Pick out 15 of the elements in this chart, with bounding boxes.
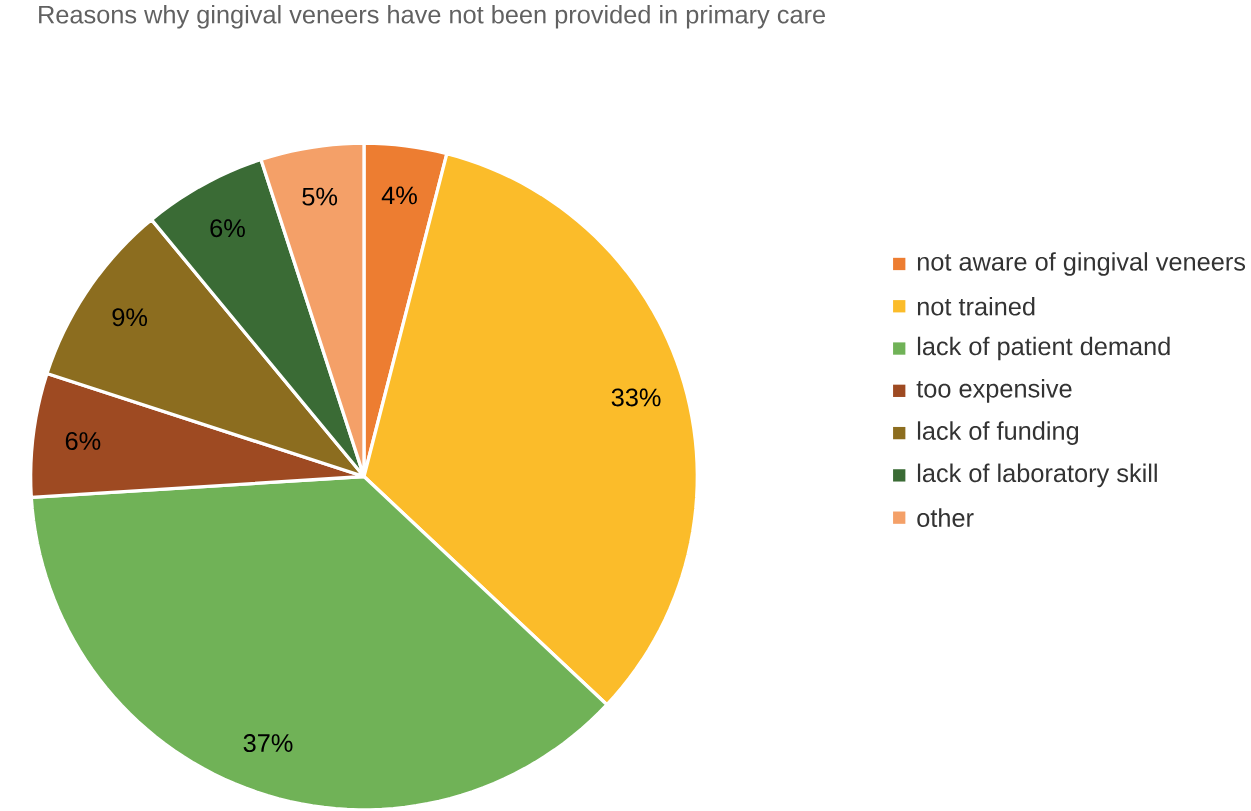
data-label: 37%	[243, 733, 293, 752]
legend-label: lack of laboratory skill	[917, 463, 1157, 487]
legend-label: not aware of gingival veneers	[917, 251, 1246, 276]
data-label: 6%	[210, 219, 245, 237]
legend-label: lack of funding	[917, 421, 1079, 445]
data-label: 33%	[611, 388, 661, 407]
data-label: 4%	[381, 186, 417, 205]
legend-label: other	[917, 508, 974, 527]
legend-label: too expensive	[916, 378, 1072, 403]
data-label: 9%	[112, 308, 148, 327]
data-label: 6%	[65, 431, 101, 450]
chart-title: Reasons why gingival veneers have not been provided in primary care	[39, 4, 825, 29]
legend-label: not trained	[917, 296, 1035, 316]
data-label: 5%	[302, 187, 338, 206]
legend-label: lack of patient demand	[917, 336, 1170, 361]
